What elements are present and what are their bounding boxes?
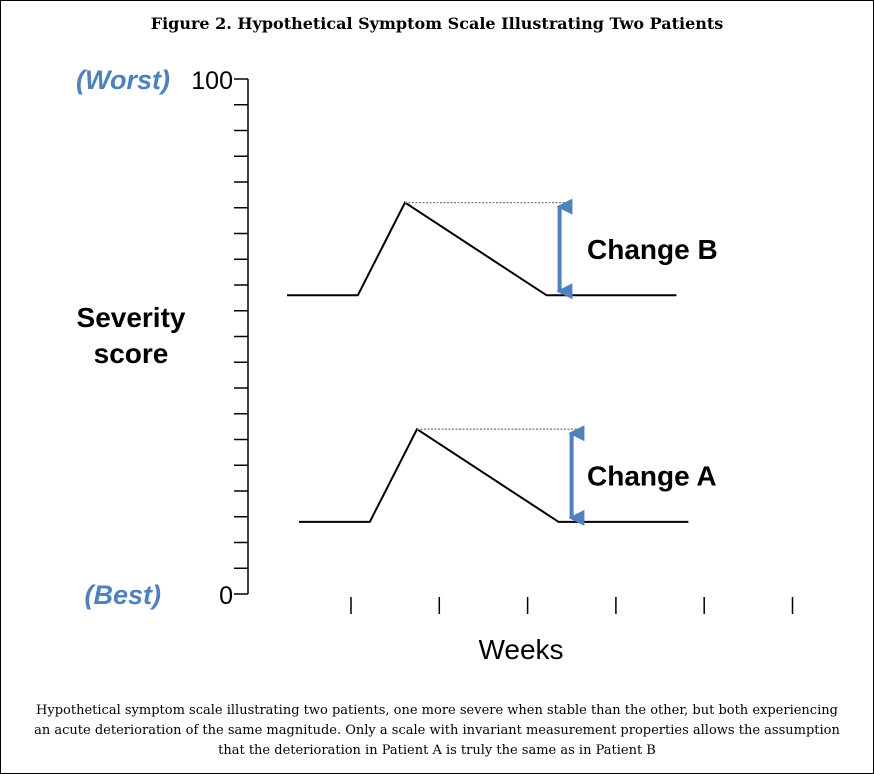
x-axis-label: Weeks [478, 634, 563, 665]
x-ticks [350, 597, 794, 614]
best-anchor-label: (Best) [84, 580, 161, 610]
change-label-b: Change B [587, 234, 718, 265]
figure-caption: Hypothetical symptom scale illustrating … [34, 703, 840, 758]
y-minor-ticks [234, 78, 248, 595]
y-axis-label-line1: Severity [77, 302, 186, 333]
change-label-a: Change A [587, 461, 717, 492]
series-group: Change B Change A [287, 198, 718, 526]
y-tick-label-100: 100 [191, 67, 233, 95]
worst-anchor-label: (Worst) [76, 65, 170, 95]
symptom-chart: (Worst) 100 (Best) 0 Severity score Week… [76, 65, 794, 665]
y-axis-label-line2: score [94, 338, 169, 369]
y-tick-label-0: 0 [219, 582, 233, 610]
figure-title: Figure 2. Hypothetical Symptom Scale Ill… [150, 14, 724, 33]
